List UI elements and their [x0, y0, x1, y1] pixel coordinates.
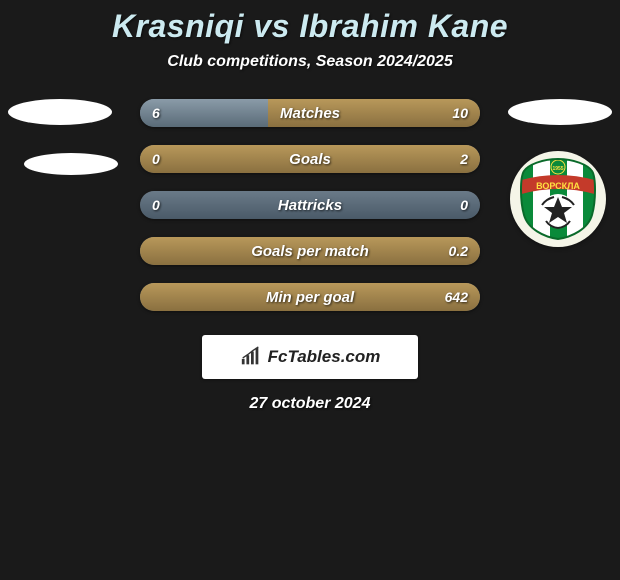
stat-value-left: 0 [152, 145, 160, 173]
stat-value-right: 2 [460, 145, 468, 173]
player2-club-logo: ВОРСКЛА 1955 [510, 151, 606, 247]
vorskla-badge-icon: ВОРСКЛА 1955 [516, 157, 600, 241]
stat-row: Goals per match0.2 [140, 237, 480, 265]
widget-root: Krasniqi vs Ibrahim Kane Club competitio… [0, 0, 620, 413]
stat-row: Min per goal642 [140, 283, 480, 311]
stat-value-right: 0.2 [449, 237, 468, 265]
stat-value-left: 0 [152, 191, 160, 219]
stat-value-left: 6 [152, 99, 160, 127]
player2-photo-placeholder [508, 99, 612, 125]
player1-club-placeholder [24, 153, 118, 175]
stat-row: Hattricks0 0 [140, 191, 480, 219]
stat-row: Goals0 2 [140, 145, 480, 173]
stat-value-right: 10 [452, 99, 468, 127]
player1-photo-placeholder [8, 99, 112, 125]
date-label: 27 october 2024 [0, 395, 620, 413]
stat-label: Min per goal [140, 283, 480, 311]
page-title: Krasniqi vs Ibrahim Kane [0, 8, 620, 45]
stat-bars: Matches610Goals02Hattricks00Goals per ma… [140, 99, 480, 311]
brand-link[interactable]: FcTables.com [202, 335, 418, 379]
subtitle: Club competitions, Season 2024/2025 [0, 53, 620, 71]
stat-row: Matches6 10 [140, 99, 480, 127]
stat-value-right: 642 [445, 283, 468, 311]
svg-text:1955: 1955 [552, 166, 563, 172]
stat-label: Goals per match [140, 237, 480, 265]
badge-text: ВОРСКЛА [536, 181, 580, 191]
stat-label: Goals [140, 145, 480, 173]
stats-area: ВОРСКЛА 1955 Matches610Goals02Hattricks0… [0, 99, 620, 311]
stat-label: Matches [140, 99, 480, 127]
brand-text: FcTables.com [268, 347, 381, 367]
stat-value-right: 0 [460, 191, 468, 219]
bars-chart-icon [240, 346, 262, 368]
stat-label: Hattricks [140, 191, 480, 219]
